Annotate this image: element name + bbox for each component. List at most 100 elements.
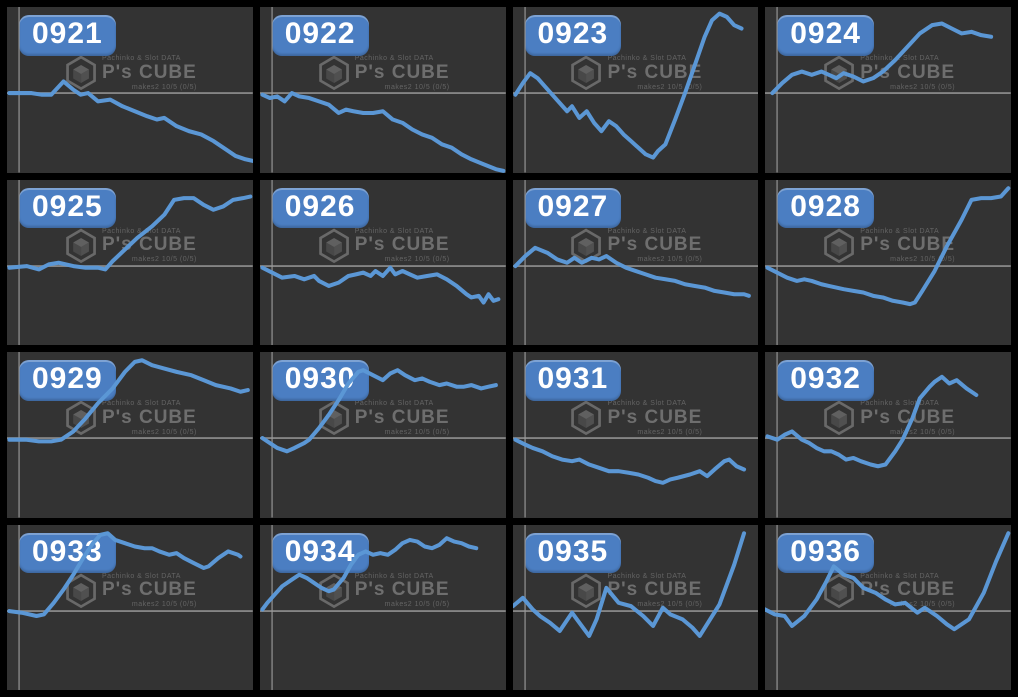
watermark-tagline-bottom: makes2 10/5 (0/5): [131, 601, 197, 609]
machine-graph-tile[interactable]: Pachinko & Slot DATA P's CUBE makes2 10/…: [7, 7, 253, 173]
payout-line: [260, 91, 506, 173]
watermark-tagline-bottom: makes2 10/5 (0/5): [637, 256, 703, 264]
cube-logo-icon: [824, 55, 855, 91]
machine-graph-tile[interactable]: Pachinko & Slot DATA P's CUBE makes2 10/…: [259, 179, 506, 345]
machine-number-badge: 0921: [19, 15, 116, 56]
cube-logo-icon: [571, 400, 602, 436]
machine-graph-tile[interactable]: Pachinko & Slot DATA P's CUBE makes2 10/…: [765, 352, 1011, 518]
cube-logo-icon: [824, 228, 855, 263]
machine-graph-tile[interactable]: Pachinko & Slot DATA P's CUBE makes2 10/…: [765, 179, 1011, 345]
watermark-brand: P's CUBE: [607, 234, 703, 256]
payout-line: [512, 437, 746, 485]
watermark-tagline-bottom: makes2 10/5 (0/5): [890, 601, 956, 609]
watermark-tagline-top: Pachinko & Slot DATA: [354, 227, 434, 235]
watermark-brand: P's CUBE: [860, 234, 956, 256]
machine-graph-tile[interactable]: Pachinko & Slot DATA P's CUBE makes2 10/…: [259, 524, 506, 690]
machine-graph-tile[interactable]: Pachinko & Slot DATA P's CUBE makes2 10/…: [765, 7, 1011, 173]
watermark-brand: P's CUBE: [101, 579, 197, 601]
watermark: Pachinko & Slot DATA P's CUBE makes2 10/…: [316, 55, 450, 91]
machine-graph-tile[interactable]: Pachinko & Slot DATA P's CUBE makes2 10/…: [512, 179, 759, 345]
watermark-brand: P's CUBE: [607, 579, 703, 601]
watermark-brand: P's CUBE: [354, 234, 450, 256]
watermark: Pachinko & Slot DATA P's CUBE makes2 10/…: [568, 573, 702, 609]
cube-logo-icon: [571, 228, 602, 263]
watermark-tagline-bottom: makes2 10/5 (0/5): [131, 428, 197, 436]
machine-number-badge: 0922: [271, 15, 369, 56]
cube-logo-icon: [824, 400, 855, 436]
machine-number-badge: 0934: [271, 532, 369, 573]
payout-line: [260, 265, 501, 305]
machine-number-badge: 0936: [777, 532, 874, 573]
watermark: Pachinko & Slot DATA P's CUBE makes2 10/…: [316, 573, 450, 609]
watermark-brand: P's CUBE: [860, 61, 956, 83]
cube-logo-icon: [66, 55, 96, 91]
watermark: Pachinko & Slot DATA P's CUBE makes2 10/…: [63, 400, 197, 436]
cube-logo-icon: [824, 573, 855, 608]
watermark-tagline-bottom: makes2 10/5 (0/5): [131, 256, 197, 264]
watermark-brand: P's CUBE: [354, 579, 450, 601]
watermark-brand: P's CUBE: [101, 61, 197, 83]
watermark-tagline-bottom: makes2 10/5 (0/5): [637, 83, 703, 91]
watermark-brand: P's CUBE: [860, 406, 956, 428]
machine-graph-tile[interactable]: Pachinko & Slot DATA P's CUBE makes2 10/…: [765, 524, 1011, 690]
watermark-tagline-bottom: makes2 10/5 (0/5): [637, 601, 703, 609]
watermark-tagline-bottom: makes2 10/5 (0/5): [384, 428, 450, 436]
machine-number-badge: 0933: [19, 532, 116, 573]
watermark: Pachinko & Slot DATA P's CUBE makes2 10/…: [568, 55, 702, 91]
machine-number-badge: 0925: [19, 187, 116, 228]
watermark-tagline-top: Pachinko & Slot DATA: [607, 400, 687, 408]
watermark: Pachinko & Slot DATA P's CUBE makes2 10/…: [568, 400, 702, 436]
watermark-tagline-bottom: makes2 10/5 (0/5): [890, 83, 956, 91]
machine-number-badge: 0924: [777, 15, 874, 56]
machine-graph-tile[interactable]: Pachinko & Slot DATA P's CUBE makes2 10/…: [259, 352, 506, 518]
cube-logo-icon: [66, 573, 96, 608]
machine-number-badge: 0931: [524, 360, 622, 401]
watermark: Pachinko & Slot DATA P's CUBE makes2 10/…: [821, 228, 955, 264]
payout-line: [7, 79, 253, 163]
machine-number-badge: 0926: [271, 187, 369, 228]
cube-logo-icon: [318, 55, 349, 91]
cube-logo-icon: [318, 400, 349, 436]
cube-logo-icon: [318, 228, 349, 263]
watermark-tagline-top: Pachinko & Slot DATA: [607, 227, 687, 235]
machine-graph-tile[interactable]: Pachinko & Slot DATA P's CUBE makes2 10/…: [7, 524, 253, 690]
watermark: Pachinko & Slot DATA P's CUBE makes2 10/…: [63, 55, 197, 91]
cube-logo-icon: [571, 55, 602, 91]
watermark-tagline-bottom: makes2 10/5 (0/5): [890, 256, 956, 264]
watermark-tagline-bottom: makes2 10/5 (0/5): [131, 83, 197, 91]
watermark-tagline-bottom: makes2 10/5 (0/5): [384, 256, 450, 264]
watermark-brand: P's CUBE: [101, 406, 197, 428]
machine-graph-tile[interactable]: Pachinko & Slot DATA P's CUBE makes2 10/…: [512, 352, 759, 518]
machine-graph-tile[interactable]: Pachinko & Slot DATA P's CUBE makes2 10/…: [512, 524, 759, 690]
watermark: Pachinko & Slot DATA P's CUBE makes2 10/…: [316, 228, 450, 264]
watermark: Pachinko & Slot DATA P's CUBE makes2 10/…: [821, 55, 955, 91]
watermark-tagline-bottom: makes2 10/5 (0/5): [637, 428, 703, 436]
cube-logo-icon: [66, 400, 96, 436]
machine-graph-tile[interactable]: Pachinko & Slot DATA P's CUBE makes2 10/…: [7, 352, 253, 518]
watermark-tagline-top: Pachinko & Slot DATA: [101, 55, 181, 63]
machine-graph-tile[interactable]: Pachinko & Slot DATA P's CUBE makes2 10/…: [512, 7, 759, 173]
watermark: Pachinko & Slot DATA P's CUBE makes2 10/…: [568, 228, 702, 264]
machine-number-badge: 0927: [524, 187, 622, 228]
watermark-brand: P's CUBE: [101, 234, 197, 256]
machine-number-badge: 0928: [777, 187, 874, 228]
watermark: Pachinko & Slot DATA P's CUBE makes2 10/…: [63, 228, 197, 264]
watermark-brand: P's CUBE: [860, 579, 956, 601]
machine-number-badge: 0929: [19, 360, 116, 401]
watermark: Pachinko & Slot DATA P's CUBE makes2 10/…: [63, 573, 197, 609]
cube-logo-icon: [66, 228, 96, 263]
watermark-brand: P's CUBE: [354, 406, 450, 428]
watermark: Pachinko & Slot DATA P's CUBE makes2 10/…: [316, 400, 450, 436]
watermark: Pachinko & Slot DATA P's CUBE makes2 10/…: [821, 573, 955, 609]
machine-number-badge: 0932: [777, 360, 874, 401]
watermark-brand: P's CUBE: [607, 406, 703, 428]
machine-number-badge: 0923: [524, 15, 622, 56]
watermark-tagline-bottom: makes2 10/5 (0/5): [384, 83, 450, 91]
watermark-brand: P's CUBE: [607, 61, 703, 83]
machine-graph-tile[interactable]: Pachinko & Slot DATA P's CUBE makes2 10/…: [7, 179, 253, 345]
watermark-brand: P's CUBE: [354, 61, 450, 83]
machine-graph-tile[interactable]: Pachinko & Slot DATA P's CUBE makes2 10/…: [259, 7, 506, 173]
watermark-tagline-bottom: makes2 10/5 (0/5): [384, 601, 450, 609]
